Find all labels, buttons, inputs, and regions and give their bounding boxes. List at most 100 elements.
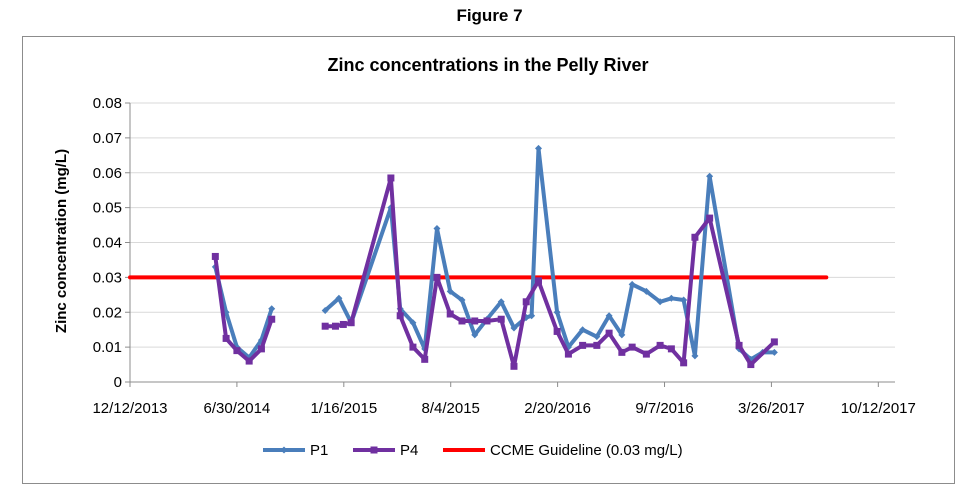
data-point [268, 315, 276, 323]
data-point [564, 350, 572, 358]
data-point [233, 347, 241, 355]
data-point [331, 322, 339, 330]
y-tick-label: 0.05 [93, 200, 122, 217]
x-tick-label: 8/4/2015 [422, 400, 480, 417]
data-point [497, 298, 505, 306]
data-point [747, 361, 755, 369]
legend-label: P4 [400, 442, 418, 459]
data-point [706, 214, 714, 222]
y-axis-ticks: 0 0.01 0.02 0.03 0.04 0.05 0.06 0.07 0.08 [93, 95, 131, 391]
y-tick-label: 0.01 [93, 339, 122, 356]
data-point [770, 338, 778, 346]
legend-label: P1 [310, 442, 328, 459]
legend-item[interactable]: P1 [263, 442, 328, 459]
data-point [446, 287, 454, 295]
data-point [605, 329, 613, 337]
chart-frame [22, 36, 955, 484]
legend-marker [370, 446, 378, 454]
legend-marker [280, 446, 288, 454]
series-line [213, 264, 274, 360]
data-point [222, 334, 230, 342]
x-tick-label: 1/16/2015 [310, 400, 377, 417]
data-point [691, 352, 699, 360]
y-tick-label: 0 [114, 374, 122, 391]
data-point [735, 341, 743, 349]
data-point [628, 280, 636, 288]
legend-label: CCME Guideline (0.03 mg/L) [490, 442, 683, 459]
data-point [396, 312, 404, 320]
legend[interactable]: P1 P4 CCME Guideline (0.03 mg/L) [263, 442, 683, 459]
data-point [321, 322, 329, 330]
y-grid [130, 102, 895, 383]
data-point [553, 327, 561, 335]
data-point [534, 144, 542, 152]
data-point [628, 343, 636, 351]
chart-title: Zinc concentrations in the Pelly River [327, 55, 648, 75]
data-point [510, 362, 518, 370]
data-point [483, 317, 491, 325]
legend-item[interactable]: P4 [353, 442, 418, 459]
data-point [335, 294, 343, 302]
y-axis-label: Zinc concentration (mg/L) [53, 149, 70, 333]
data-point [642, 287, 650, 295]
data-point [667, 345, 675, 353]
data-point [257, 345, 265, 353]
series-group [128, 144, 829, 370]
series-p4 [211, 174, 778, 370]
x-tick-label: 3/26/2017 [738, 400, 805, 417]
data-point [458, 296, 466, 304]
data-point [471, 317, 479, 325]
data-point [497, 315, 505, 323]
legend-item[interactable]: CCME Guideline (0.03 mg/L) [443, 442, 683, 459]
y-tick-label: 0.07 [93, 130, 122, 147]
data-point [605, 312, 613, 320]
data-point [618, 348, 626, 356]
data-point [458, 317, 466, 325]
data-point [510, 324, 518, 332]
x-axis-ticks: 12/12/2013 6/30/2014 1/16/2015 8/4/2015 2/20… [92, 382, 916, 417]
data-point [211, 252, 219, 260]
data-point [409, 319, 417, 327]
y-tick-label: 0.06 [93, 165, 122, 182]
data-point [770, 348, 778, 356]
data-point [446, 310, 454, 318]
data-point [347, 319, 355, 327]
data-point [656, 341, 664, 349]
data-point [528, 312, 536, 320]
data-point [593, 333, 601, 341]
data-point [421, 355, 429, 363]
data-point [553, 308, 561, 316]
data-point [680, 359, 688, 367]
data-point [706, 172, 714, 180]
data-point [268, 305, 276, 313]
series-line [213, 254, 274, 364]
data-point [593, 341, 601, 349]
x-tick-label: 9/7/2016 [635, 400, 693, 417]
y-tick-label: 0.08 [93, 95, 122, 112]
data-point [656, 298, 664, 306]
x-tick-label: 10/12/2017 [841, 400, 916, 417]
x-tick-label: 12/12/2013 [92, 400, 167, 417]
data-point [579, 326, 587, 334]
x-tick-label: 6/30/2014 [204, 400, 271, 417]
data-point [680, 296, 688, 304]
data-point [522, 298, 530, 306]
data-point [579, 341, 587, 349]
data-point [618, 331, 626, 339]
data-point [691, 233, 699, 241]
data-point [245, 357, 253, 365]
data-point [471, 331, 479, 339]
data-point [339, 320, 347, 328]
y-tick-label: 0.03 [93, 269, 122, 286]
series-line [323, 146, 777, 362]
data-point [387, 174, 395, 182]
x-tick-label: 2/20/2016 [524, 400, 591, 417]
data-point [321, 307, 329, 315]
data-point [642, 350, 650, 358]
y-tick-label: 0.02 [93, 304, 122, 321]
data-point [409, 343, 417, 351]
data-point [667, 294, 675, 302]
data-point [433, 225, 441, 233]
figure-label: Figure 7 [456, 6, 523, 25]
